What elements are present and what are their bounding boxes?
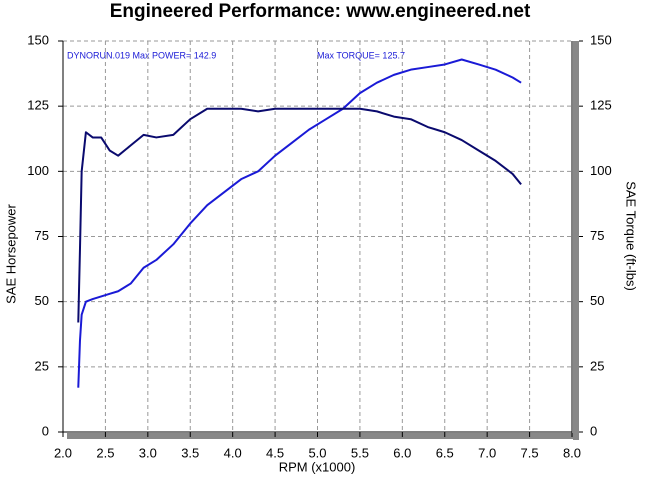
x-tick-label: 6.0 <box>393 445 411 460</box>
y2-tick-label: 25 <box>590 358 604 373</box>
x-tick-label: 3.5 <box>181 445 199 460</box>
x-tick-label: 5.5 <box>351 445 369 460</box>
x-tick-label: 5.0 <box>308 445 326 460</box>
y2-tick-label: 0 <box>590 423 597 438</box>
x-tick-label: 8.0 <box>563 445 581 460</box>
axis-shadow <box>67 433 579 439</box>
annotation: Max TORQUE= 125.7 <box>317 50 405 60</box>
series-line <box>77 58 522 388</box>
y2-tick-label: 75 <box>590 228 604 243</box>
x-tick-label: 4.0 <box>224 445 242 460</box>
y-tick-label: 50 <box>35 293 49 308</box>
y2-tick-label: 125 <box>590 98 612 113</box>
y2-tick-label: 100 <box>590 163 612 178</box>
x-tick-label: 3.0 <box>139 445 157 460</box>
x-tick-label: 7.0 <box>478 445 496 460</box>
y-tick-label: 75 <box>35 228 49 243</box>
chart-title: Engineered Performance: www.engineered.n… <box>110 1 531 22</box>
x-tick-label: 2.0 <box>54 445 72 460</box>
y-tick-label: 25 <box>35 358 49 373</box>
y2-tick-label: 150 <box>590 32 612 47</box>
x-axis-label: RPM (x1000) <box>279 459 356 474</box>
y-tick-label: 150 <box>27 32 49 47</box>
x-tick-label: 4.5 <box>266 445 284 460</box>
x-tick-label: 6.5 <box>436 445 454 460</box>
x-tick-label: 7.5 <box>521 445 539 460</box>
y-axis-label: SAE Horsepower <box>3 203 18 303</box>
y-tick-label: 100 <box>27 163 49 178</box>
y2-axis-label: SAE Torque (ft-lbs) <box>624 181 639 291</box>
x-tick-label: 2.5 <box>96 445 114 460</box>
annotation: DYNORUN.019 Max POWER= 142.9 <box>67 50 216 60</box>
axis-shadow <box>573 41 579 440</box>
y-tick-label: 125 <box>27 98 49 113</box>
series-line <box>77 107 522 323</box>
y-tick-label: 0 <box>42 423 49 438</box>
y2-tick-label: 50 <box>590 293 604 308</box>
